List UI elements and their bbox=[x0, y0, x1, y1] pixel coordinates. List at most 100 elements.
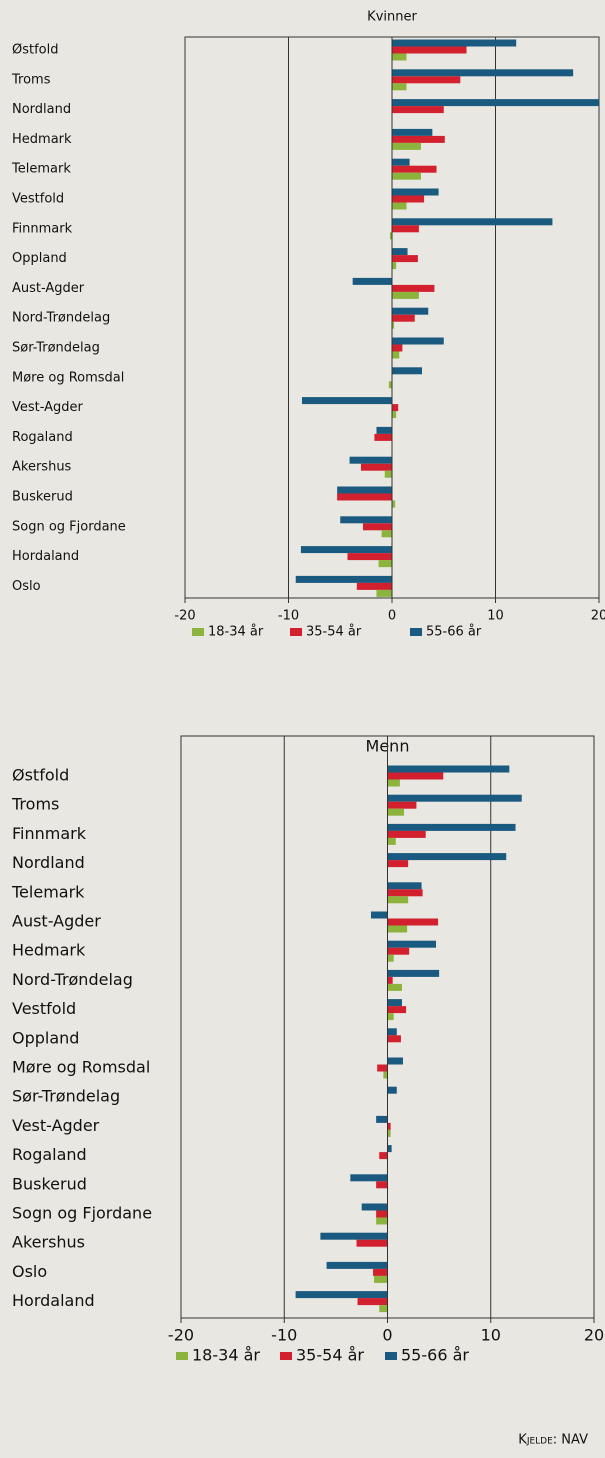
bar bbox=[392, 225, 419, 233]
bar bbox=[349, 456, 392, 464]
legend-label: 18-34 år bbox=[208, 625, 264, 640]
category-label: Finnmark bbox=[12, 221, 73, 236]
bar bbox=[389, 232, 392, 240]
bar bbox=[387, 779, 400, 787]
bar bbox=[387, 947, 410, 955]
category-label: Møre og Romsdal bbox=[12, 1058, 150, 1077]
bar bbox=[387, 1006, 407, 1014]
bar bbox=[374, 1275, 388, 1283]
bar bbox=[387, 853, 507, 861]
bar bbox=[392, 202, 407, 210]
bar bbox=[387, 772, 444, 780]
x-tick-label: 0 bbox=[382, 1326, 392, 1345]
bar bbox=[387, 1035, 401, 1043]
bar bbox=[392, 83, 407, 91]
bar bbox=[387, 954, 394, 962]
legend-swatch bbox=[290, 628, 302, 636]
bar bbox=[295, 1291, 388, 1299]
category-label: Oslo bbox=[12, 579, 41, 594]
source: Kjelde: NAV bbox=[518, 1433, 588, 1448]
category-label: Møre og Romsdal bbox=[12, 370, 124, 385]
category-label: Oslo bbox=[12, 1262, 47, 1281]
bar bbox=[392, 69, 574, 77]
bar bbox=[392, 337, 444, 345]
category-label: Hordaland bbox=[12, 1291, 95, 1310]
bar bbox=[392, 99, 599, 107]
bar bbox=[381, 530, 392, 538]
bar bbox=[357, 1298, 388, 1306]
bar bbox=[376, 1181, 388, 1189]
legend-label: 35-54 år bbox=[296, 1346, 364, 1365]
bar bbox=[295, 575, 392, 583]
bar bbox=[387, 860, 409, 868]
category-label: Akershus bbox=[12, 460, 72, 475]
bar bbox=[392, 307, 429, 315]
bar bbox=[388, 381, 392, 389]
bar bbox=[387, 1028, 397, 1036]
bar bbox=[377, 1064, 388, 1072]
bar bbox=[360, 463, 392, 471]
bar bbox=[356, 582, 392, 590]
x-tick-label: 0 bbox=[388, 609, 396, 624]
category-label: Aust-Agder bbox=[12, 281, 85, 296]
bar bbox=[387, 1057, 403, 1065]
bar bbox=[392, 172, 421, 180]
category-label: Nordland bbox=[12, 853, 85, 872]
bar bbox=[376, 589, 392, 597]
bar bbox=[392, 411, 397, 419]
bar bbox=[392, 291, 419, 299]
category-label: Sør-Trøndelag bbox=[12, 1087, 120, 1106]
bar bbox=[350, 1174, 388, 1182]
x-tick-label: 20 bbox=[584, 1326, 604, 1345]
bar bbox=[378, 560, 392, 568]
bar bbox=[392, 46, 467, 54]
x-tick-label: -10 bbox=[271, 1326, 297, 1345]
bar bbox=[387, 882, 422, 890]
bar bbox=[387, 969, 440, 977]
bar bbox=[392, 76, 461, 84]
bar bbox=[387, 765, 510, 773]
category-label: Rogaland bbox=[12, 1145, 87, 1164]
bar bbox=[326, 1261, 388, 1269]
category-label: Troms bbox=[11, 72, 51, 87]
bar bbox=[376, 1115, 388, 1123]
category-label: Vestfold bbox=[12, 999, 76, 1018]
category-label: Rogaland bbox=[12, 430, 73, 445]
bar bbox=[392, 195, 425, 203]
category-label: Vestfold bbox=[12, 192, 64, 207]
legend-swatch bbox=[410, 628, 422, 636]
bar bbox=[392, 142, 421, 150]
bar bbox=[387, 837, 396, 845]
bar bbox=[387, 983, 402, 991]
category-label: Telemark bbox=[11, 162, 71, 177]
bar bbox=[356, 1239, 388, 1247]
bar bbox=[363, 523, 392, 531]
bar bbox=[361, 1203, 388, 1211]
bar bbox=[387, 918, 439, 926]
bar bbox=[387, 1122, 391, 1130]
legend-label: 18-34 år bbox=[192, 1346, 260, 1365]
bar bbox=[387, 801, 417, 809]
category-label: Aust-Agder bbox=[12, 912, 101, 931]
bar bbox=[392, 218, 553, 226]
category-label: Finnmark bbox=[12, 824, 87, 843]
bar bbox=[376, 426, 392, 434]
category-label: Østfold bbox=[12, 766, 69, 785]
bar bbox=[392, 188, 439, 196]
category-label: Sør-Trøndelag bbox=[12, 341, 100, 356]
legend-swatch bbox=[280, 1352, 292, 1360]
category-label: Vest-Agder bbox=[12, 400, 84, 415]
bar bbox=[387, 999, 402, 1007]
bar bbox=[392, 248, 408, 256]
bar bbox=[387, 1086, 397, 1094]
chart-title: Kvinner bbox=[367, 10, 417, 25]
category-label: Buskerud bbox=[12, 1174, 87, 1193]
bar bbox=[392, 135, 445, 143]
category-label: Østfold bbox=[12, 43, 59, 58]
x-tick-label: -10 bbox=[278, 609, 299, 624]
category-label: Oppland bbox=[12, 251, 67, 266]
bar bbox=[392, 351, 400, 359]
bar bbox=[392, 165, 437, 173]
bar bbox=[387, 1013, 394, 1021]
category-label: Nordland bbox=[12, 102, 71, 117]
